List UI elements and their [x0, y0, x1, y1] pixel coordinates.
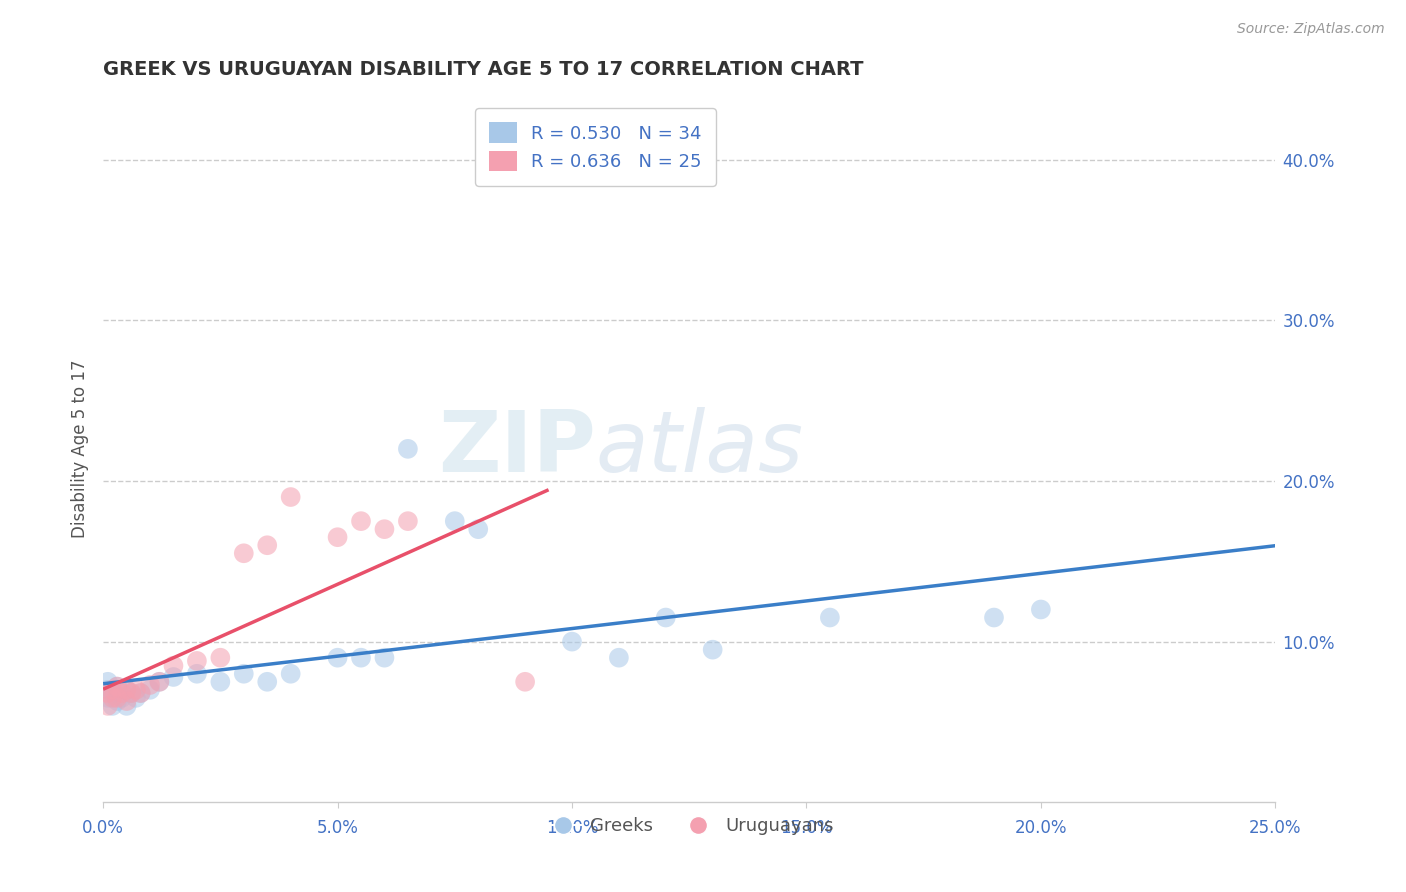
Point: [326, 530, 349, 544]
Point: [256, 538, 278, 552]
Point: [396, 442, 419, 456]
Point: [350, 650, 373, 665]
Point: [148, 674, 170, 689]
Point: [105, 680, 128, 694]
Point: [513, 674, 536, 689]
Point: [129, 686, 152, 700]
Point: [115, 682, 138, 697]
Point: [105, 680, 128, 694]
Point: [396, 514, 419, 528]
Point: [232, 666, 254, 681]
Point: [97, 690, 120, 705]
Point: [280, 666, 302, 681]
Point: [101, 682, 124, 697]
Point: [1029, 602, 1052, 616]
Y-axis label: Disability Age 5 to 17: Disability Age 5 to 17: [72, 359, 89, 538]
Text: GREEK VS URUGUAYAN DISABILITY AGE 5 TO 17 CORRELATION CHART: GREEK VS URUGUAYAN DISABILITY AGE 5 TO 1…: [103, 60, 863, 78]
Point: [111, 690, 134, 705]
Point: [101, 686, 124, 700]
Point: [111, 686, 134, 700]
Point: [373, 650, 395, 665]
Point: [115, 682, 138, 697]
Point: [256, 674, 278, 689]
Point: [101, 690, 124, 705]
Point: [162, 670, 184, 684]
Point: [702, 642, 724, 657]
Point: [326, 650, 349, 665]
Point: [115, 698, 138, 713]
Point: [97, 674, 120, 689]
Legend: Greeks, Uruguayans: Greeks, Uruguayans: [537, 810, 841, 843]
Point: [101, 698, 124, 713]
Point: [373, 522, 395, 536]
Point: [607, 650, 630, 665]
Text: atlas: atlas: [596, 408, 803, 491]
Point: [443, 514, 465, 528]
Point: [97, 686, 120, 700]
Point: [983, 610, 1005, 624]
Point: [350, 514, 373, 528]
Point: [139, 682, 162, 697]
Point: [105, 690, 128, 705]
Point: [209, 650, 232, 665]
Point: [186, 654, 208, 668]
Point: [655, 610, 678, 624]
Point: [129, 686, 152, 700]
Point: [280, 490, 302, 504]
Point: [209, 674, 232, 689]
Point: [120, 686, 142, 700]
Point: [139, 678, 162, 692]
Point: [125, 682, 148, 697]
Text: Source: ZipAtlas.com: Source: ZipAtlas.com: [1237, 22, 1385, 37]
Point: [561, 634, 583, 648]
Point: [467, 522, 489, 536]
Text: ZIP: ZIP: [437, 408, 596, 491]
Point: [148, 674, 170, 689]
Point: [97, 698, 120, 713]
Point: [232, 546, 254, 560]
Point: [97, 682, 120, 697]
Point: [105, 694, 128, 708]
Point: [162, 658, 184, 673]
Point: [115, 694, 138, 708]
Point: [818, 610, 841, 624]
Point: [186, 666, 208, 681]
Point: [120, 686, 142, 700]
Point: [125, 690, 148, 705]
